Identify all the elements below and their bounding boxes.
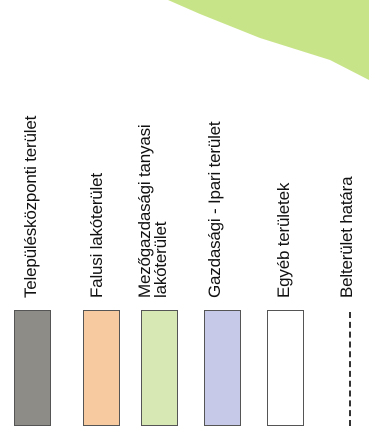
legend-swatch-falusi-lakoterulet (83, 310, 120, 426)
legend-label-mezogazdasagi: Mezőgazdasági tanyasi lakóterület (135, 124, 170, 298)
legend-label-falusi-lakoterulet: Falusi lakóterület (87, 173, 106, 298)
legend-swatch-telepuleskozponti (14, 310, 51, 426)
legend-label-belterulet-hatara: Belterület határa (337, 176, 356, 298)
legend-label-gazdasagi-ipari: Gazdasági - Ipari terület (205, 121, 224, 298)
legend-dashed-boundary-line (349, 312, 351, 426)
legend-swatch-gazdasagi-ipari (204, 310, 241, 426)
legend-swatch-egyeb-teruletek (267, 310, 304, 426)
legend-label-telepuleskozponti: Településközponti terület (21, 115, 40, 298)
legend-label-egyeb-teruletek: Egyéb területek (274, 182, 293, 298)
legend-swatch-mezogazdasagi (141, 310, 178, 426)
